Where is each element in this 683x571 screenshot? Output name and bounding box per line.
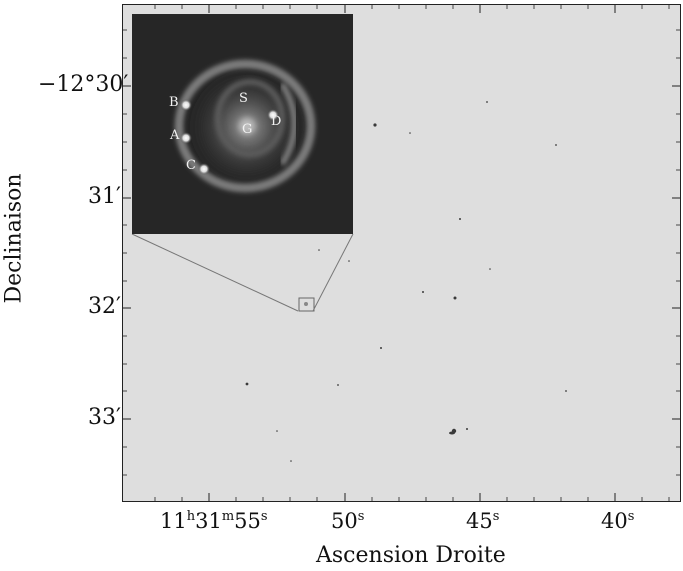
ytick-label: 31′ [88,184,121,209]
y-axis-title: Declinaison [1,173,27,304]
image-label-c: C [186,158,196,173]
image-label-b: B [169,95,179,110]
source-label-s: S [239,91,248,106]
xtick-label: 50s [331,509,365,533]
image-label-d: D [271,114,282,129]
xtick-label: 45s [466,509,500,533]
galaxy-label-g: G [242,122,253,137]
ytick-label: 32′ [88,294,121,319]
ytick-label: −12°30′ [38,72,129,97]
sky-field [123,5,680,501]
lens-inset: B A C D S G [132,14,353,234]
ytick-label: 33′ [88,405,121,430]
xtick-label: 40s [601,509,635,533]
lens-ring-image [174,59,316,193]
x-axis-title: Ascension Droite [316,543,506,568]
image-label-a: A [170,128,180,143]
xtick-label: 11h31m55s [160,509,268,533]
